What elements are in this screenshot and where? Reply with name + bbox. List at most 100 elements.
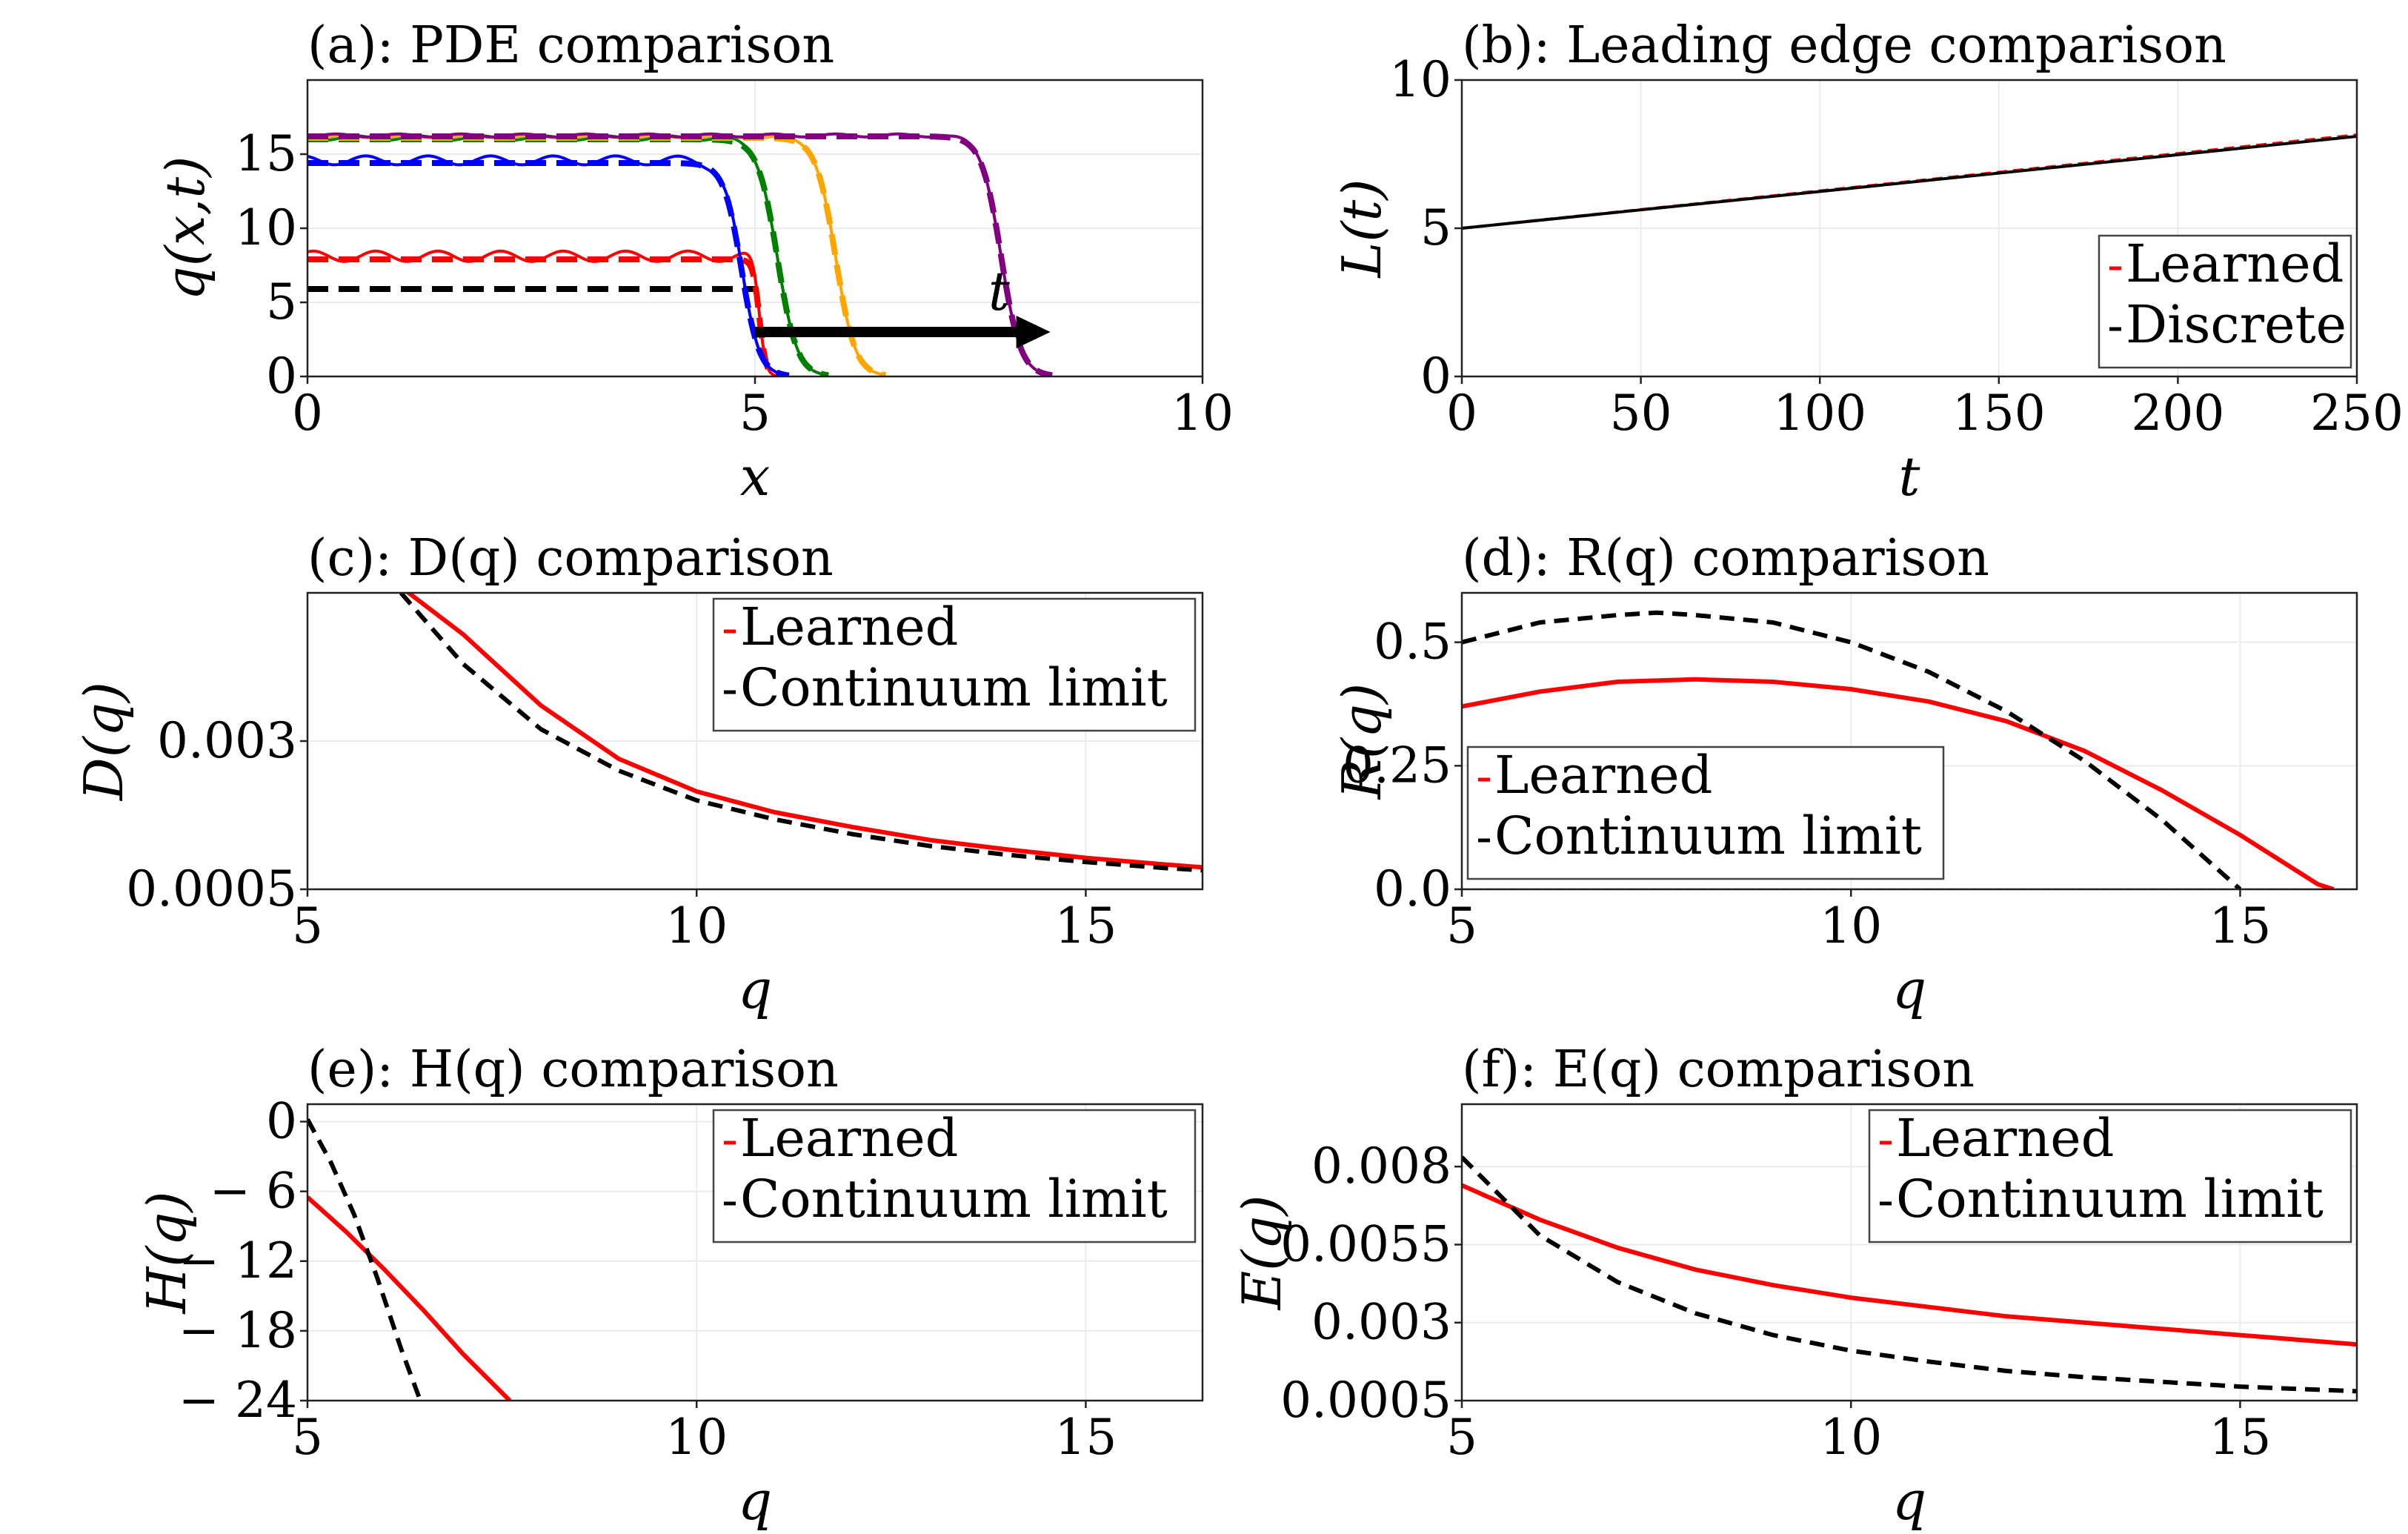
plot-area-e: [307, 1118, 512, 1401]
x-tick-label: 10: [1820, 1409, 1882, 1466]
series-discrete-line: [307, 256, 779, 376]
x-axis-label: x: [740, 445, 771, 508]
panel-c: 5 10 15 0.0005 0.003 q D(q) (c): D(q) compariso…: [73, 529, 1204, 1020]
plot-area-f: [1462, 1155, 2357, 1394]
panel-title: (c): D(q) comparison: [307, 529, 834, 588]
legend-box: [2098, 234, 2352, 369]
legend-entry: Continuum limit: [740, 657, 1168, 718]
y-axis-label: D(q): [73, 682, 135, 802]
series-line-continuum-limit: [1462, 610, 2242, 889]
series-line-learned: [1462, 1183, 2357, 1347]
y-tick-label: 10: [235, 199, 297, 256]
x-tick-label: 15: [2209, 1409, 2271, 1466]
x-tick-label: 0: [1446, 385, 1477, 442]
series-learned-line: [307, 249, 779, 376]
axes-frame: [1460, 591, 2358, 891]
panel-e: 5 10 15 0 − 6 − 12 − 18 − 24 q H(q) (e): H(q) comp…: [136, 1040, 1204, 1532]
legend-entry: Continuum limit: [1494, 806, 1922, 866]
series-discrete-line: [307, 133, 1053, 376]
axes-frame: [1460, 1103, 2358, 1402]
legend-box: [1868, 1109, 2352, 1244]
series-line-discrete: [1462, 135, 2357, 230]
legend-entry: Continuum limit: [740, 1169, 1168, 1229]
y-axis-label: q(x,t): [154, 156, 216, 301]
legend-entry: Learned: [1494, 745, 1712, 806]
x-tick-label: 0: [292, 385, 323, 442]
y-tick-label: 0.25: [1343, 737, 1451, 794]
y-axis-label: L(t): [1331, 179, 1393, 279]
y-tick-label: 0.003: [1311, 1294, 1451, 1351]
panel-a: t 0 5 10 0 5 10 15 x q(x,t) (a): PDE comparison: [154, 16, 1234, 508]
time-arrow-head: [1016, 316, 1051, 348]
y-axis-label: E(q): [1231, 1195, 1293, 1312]
legend-entry: Learned: [740, 1108, 958, 1169]
y-axis-label: R(q): [1331, 683, 1393, 800]
panel-title: (a): PDE comparison: [307, 16, 834, 75]
series-discrete-line: [307, 160, 790, 376]
series-line-learned: [405, 593, 1203, 870]
x-axis-label: q: [738, 1470, 772, 1532]
x-tick-label: 100: [1773, 385, 1866, 442]
x-tick-label: 5: [1446, 897, 1477, 954]
x-axis-label: q: [1892, 958, 1926, 1020]
legend-entry: Learned: [2126, 233, 2344, 294]
x-axis-label: t: [1899, 445, 1921, 508]
x-tick-label: 15: [1054, 1409, 1117, 1466]
series-learned-line: [307, 132, 1053, 376]
series-line-continuum-limit: [307, 1118, 423, 1401]
plot-area-c: [399, 593, 1203, 873]
series-learned-line: [307, 133, 886, 376]
series-line-learned: [307, 1195, 512, 1401]
legend-box: [1466, 746, 1945, 880]
x-tick-label: 15: [1054, 897, 1117, 954]
series-line-continuum-limit: [399, 593, 1203, 873]
y-tick-label: 0.0055: [1280, 1215, 1451, 1272]
x-tick-label: 10: [1171, 385, 1234, 442]
panel-b: 0 50 100 150 200 250 0 5 10 t L(t) (b): Leading edg…: [1331, 16, 2404, 508]
y-tick-label: 0: [266, 1093, 297, 1150]
y-tick-label: 10: [1389, 51, 1451, 108]
x-axis-label: q: [738, 958, 772, 1020]
series-line-continuum-limit: [1462, 1155, 2357, 1394]
y-tick-label: 0.0005: [126, 860, 297, 917]
y-axis-label: H(q): [136, 1191, 198, 1315]
x-tick-label: 5: [1446, 1409, 1477, 1466]
x-tick-label: 5: [292, 897, 323, 954]
y-tick-label: 0: [266, 348, 297, 405]
x-tick-label: 10: [665, 897, 728, 954]
y-tick-label: 0.003: [157, 712, 297, 769]
x-tick-label: 15: [2209, 897, 2271, 954]
panel-f: 5 10 15 0.0005 0.003 0.0055 0.008 q E(q) (f): E(q…: [1231, 1040, 2358, 1532]
x-tick-label: 5: [739, 385, 771, 442]
legend-entry: Continuum limit: [1896, 1169, 2324, 1229]
y-tick-label: 0.0: [1374, 860, 1451, 917]
series-line-learned: [1462, 677, 2335, 889]
y-tick-label: 0.5: [1374, 614, 1451, 671]
panel-d: 5 10 15 0.0 0.25 0.5 q R(q) (d): R(q) comparison…: [1331, 529, 2358, 1020]
y-tick-label: 0: [1420, 348, 1451, 405]
y-tick-label: − 12: [179, 1232, 297, 1289]
x-tick-label: 10: [665, 1409, 728, 1466]
y-tick-label: − 24: [179, 1372, 297, 1429]
legend-box: [712, 1109, 1197, 1244]
plot-area-b: [1462, 133, 2357, 230]
y-tick-label: 0.0005: [1280, 1372, 1451, 1429]
plot-area-a: [307, 132, 1053, 376]
panel-title: (b): Leading edge comparison: [1462, 16, 2226, 75]
plot-area-d: [1462, 610, 2357, 889]
x-tick-label: 150: [1952, 385, 2046, 442]
legend-entry: Discrete: [2126, 294, 2347, 355]
x-tick-label: 250: [2310, 385, 2404, 442]
legend-box: [712, 597, 1197, 732]
x-axis-label: q: [1892, 1470, 1926, 1532]
arrow-annotation: t: [988, 260, 1011, 322]
axes-frame: [306, 1103, 1204, 1402]
x-tick-label: 10: [1820, 897, 1882, 954]
series-learned-line: [307, 154, 790, 376]
y-tick-label: − 18: [179, 1302, 297, 1359]
y-tick-label: 0.008: [1311, 1138, 1451, 1195]
